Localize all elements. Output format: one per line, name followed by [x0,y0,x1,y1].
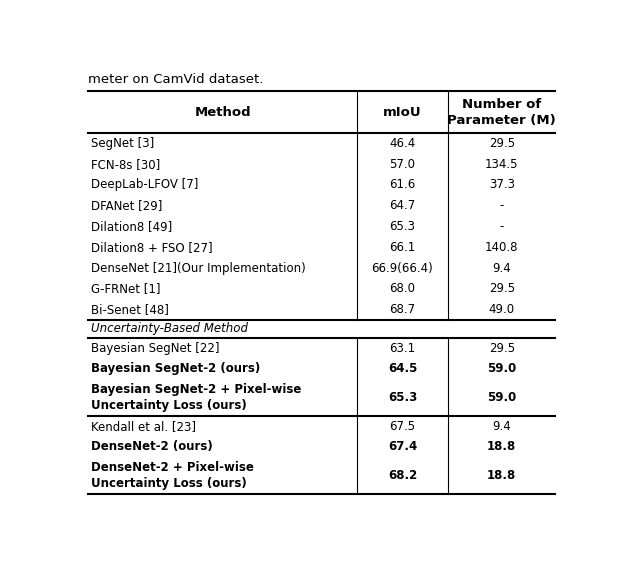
Text: Uncertainty-Based Method: Uncertainty-Based Method [91,323,248,336]
Text: 64.5: 64.5 [387,362,417,375]
Text: DenseNet-2 + Pixel-wise
Uncertainty Loss (ours): DenseNet-2 + Pixel-wise Uncertainty Loss… [91,461,254,490]
Text: 140.8: 140.8 [485,241,519,253]
Text: Bi-Senet [48]: Bi-Senet [48] [91,303,169,316]
Text: 68.7: 68.7 [389,303,416,316]
Text: 134.5: 134.5 [485,157,519,170]
Text: 61.6: 61.6 [389,178,416,191]
Text: 59.0: 59.0 [487,391,516,404]
Text: 29.5: 29.5 [489,282,515,295]
Text: Method: Method [194,106,251,119]
Text: 57.0: 57.0 [389,157,416,170]
Text: 9.4: 9.4 [492,420,511,433]
Text: Number of
Parameter (M): Number of Parameter (M) [447,98,556,126]
Text: 29.5: 29.5 [489,137,515,149]
Text: 18.8: 18.8 [487,441,516,454]
Text: 65.3: 65.3 [389,220,416,233]
Text: DenseNet [21](Our Implementation): DenseNet [21](Our Implementation) [91,261,306,274]
Text: 37.3: 37.3 [489,178,515,191]
Text: 18.8: 18.8 [487,469,516,482]
Text: 64.7: 64.7 [389,199,416,212]
Text: 68.2: 68.2 [388,469,417,482]
Text: 59.0: 59.0 [487,362,516,375]
Text: meter on CamVid dataset.: meter on CamVid dataset. [88,73,264,86]
Text: Bayesian SegNet-2 + Pixel-wise
Uncertainty Loss (ours): Bayesian SegNet-2 + Pixel-wise Uncertain… [91,383,301,412]
Text: DFANet [29]: DFANet [29] [91,199,163,212]
Text: Dilation8 [49]: Dilation8 [49] [91,220,173,233]
Text: Bayesian SegNet [22]: Bayesian SegNet [22] [91,342,220,355]
Text: 29.5: 29.5 [489,342,515,355]
Text: Bayesian SegNet-2 (ours): Bayesian SegNet-2 (ours) [91,362,261,375]
Text: DenseNet-2 (ours): DenseNet-2 (ours) [91,441,213,454]
Text: -: - [499,199,504,212]
Text: Dilation8 + FSO [27]: Dilation8 + FSO [27] [91,241,213,253]
Text: -: - [499,220,504,233]
Text: 65.3: 65.3 [388,391,417,404]
Text: G-FRNet [1]: G-FRNet [1] [91,282,161,295]
Text: 9.4: 9.4 [492,261,511,274]
Text: FCN-8s [30]: FCN-8s [30] [91,157,160,170]
Text: DeepLab-LFOV [7]: DeepLab-LFOV [7] [91,178,198,191]
Text: mIoU: mIoU [383,106,422,119]
Text: 67.4: 67.4 [388,441,417,454]
Text: 66.9(66.4): 66.9(66.4) [372,261,433,274]
Text: 49.0: 49.0 [489,303,515,316]
Text: 63.1: 63.1 [389,342,416,355]
Text: SegNet [3]: SegNet [3] [91,137,154,149]
Text: 46.4: 46.4 [389,137,416,149]
Text: 68.0: 68.0 [389,282,416,295]
Text: Kendall et al. [23]: Kendall et al. [23] [91,420,196,433]
Text: 66.1: 66.1 [389,241,416,253]
Text: 67.5: 67.5 [389,420,416,433]
